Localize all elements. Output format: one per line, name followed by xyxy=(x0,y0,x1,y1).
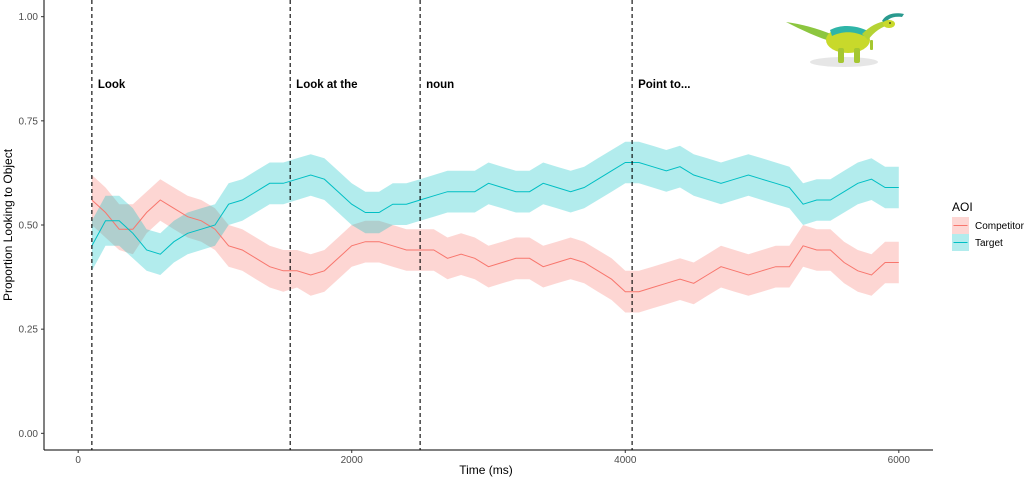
x-tick-label-2: 4000 xyxy=(614,455,637,466)
x-axis-title: Time (ms) xyxy=(459,463,513,477)
plot-area xyxy=(91,141,899,313)
series-line-target xyxy=(91,162,899,255)
vline-label-3: Point to... xyxy=(638,79,690,91)
y-tick-label-0: 0.00 xyxy=(19,429,39,440)
x-tick-label-1: 2000 xyxy=(341,455,364,466)
vline-label-1: Look at the xyxy=(296,79,357,91)
legend: AOI Competitor Target xyxy=(952,200,1024,251)
legend-label-competitor: Competitor xyxy=(975,221,1024,232)
legend-label-target: Target xyxy=(975,238,1003,249)
legend-item-competitor: Competitor xyxy=(952,217,1024,234)
axes: 0.00 0.25 0.50 0.75 1.00 0 2000 4000 6000 xyxy=(19,0,933,466)
series-line-competitor xyxy=(91,199,899,293)
x-tick-label-3: 6000 xyxy=(888,455,911,466)
x-tick-label-0: 0 xyxy=(75,455,81,466)
vline-label-2: noun xyxy=(426,79,454,91)
legend-item-target: Target xyxy=(952,234,1003,251)
ribbon-competitor xyxy=(91,175,899,313)
y-tick-label-4: 1.00 xyxy=(19,12,39,23)
y-tick-label-2: 0.50 xyxy=(19,221,39,232)
annotations: Look Look at the noun Point to... xyxy=(91,0,690,450)
legend-title: AOI xyxy=(952,200,973,214)
ribbon-target xyxy=(91,141,899,275)
y-axis-title: Proportion Looking to Object xyxy=(1,148,15,301)
y-tick-label-1: 0.25 xyxy=(19,325,39,336)
vline-label-0: Look xyxy=(98,79,126,91)
y-tick-label-3: 0.75 xyxy=(19,116,39,127)
dinosaur-illustration xyxy=(786,13,904,67)
